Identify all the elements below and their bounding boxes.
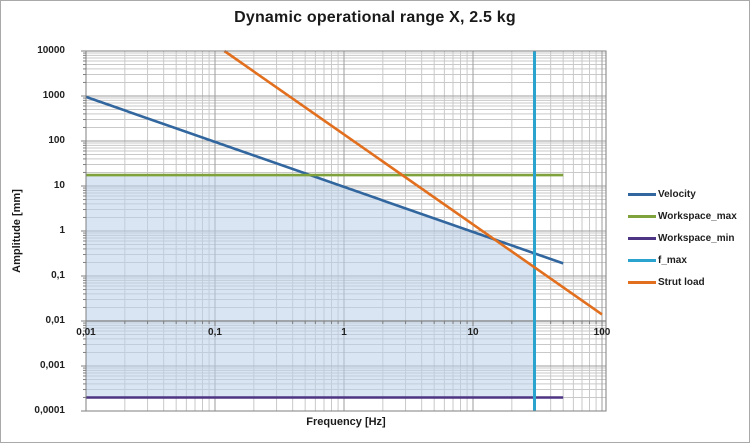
x-axis-title: Frequency [Hz] xyxy=(306,416,386,428)
legend-line-workspace-max xyxy=(628,215,656,218)
series-line-velocity xyxy=(85,95,564,265)
legend-item-workspace-max: Workspace_max xyxy=(628,210,737,223)
plot-border xyxy=(85,50,607,412)
legend-line-workspace-min xyxy=(628,237,656,240)
legend-line-strut-load xyxy=(628,281,656,284)
legend-item-velocity: Velocity xyxy=(628,188,737,201)
chart-title: Dynamic operational range X, 2.5 kg xyxy=(234,9,516,26)
legend-label-f-max: f_max xyxy=(658,255,687,266)
legend-line-f-max xyxy=(628,259,656,262)
legend-line-velocity xyxy=(628,193,656,196)
legend-item-workspace-min: Workspace_min xyxy=(628,232,737,245)
legend: Velocity Workspace_max Workspace_min f_m… xyxy=(628,188,737,298)
legend-label-velocity: Velocity xyxy=(658,189,696,200)
series-line-strut-load xyxy=(223,49,603,316)
legend-label-workspace-max: Workspace_max xyxy=(658,211,737,222)
legend-label-workspace-min: Workspace_min xyxy=(658,233,735,244)
legend-label-strut-load: Strut load xyxy=(658,277,705,288)
operational-region xyxy=(86,175,535,398)
legend-item-f-max: f_max xyxy=(628,254,737,267)
legend-item-strut-load: Strut load xyxy=(628,276,737,289)
